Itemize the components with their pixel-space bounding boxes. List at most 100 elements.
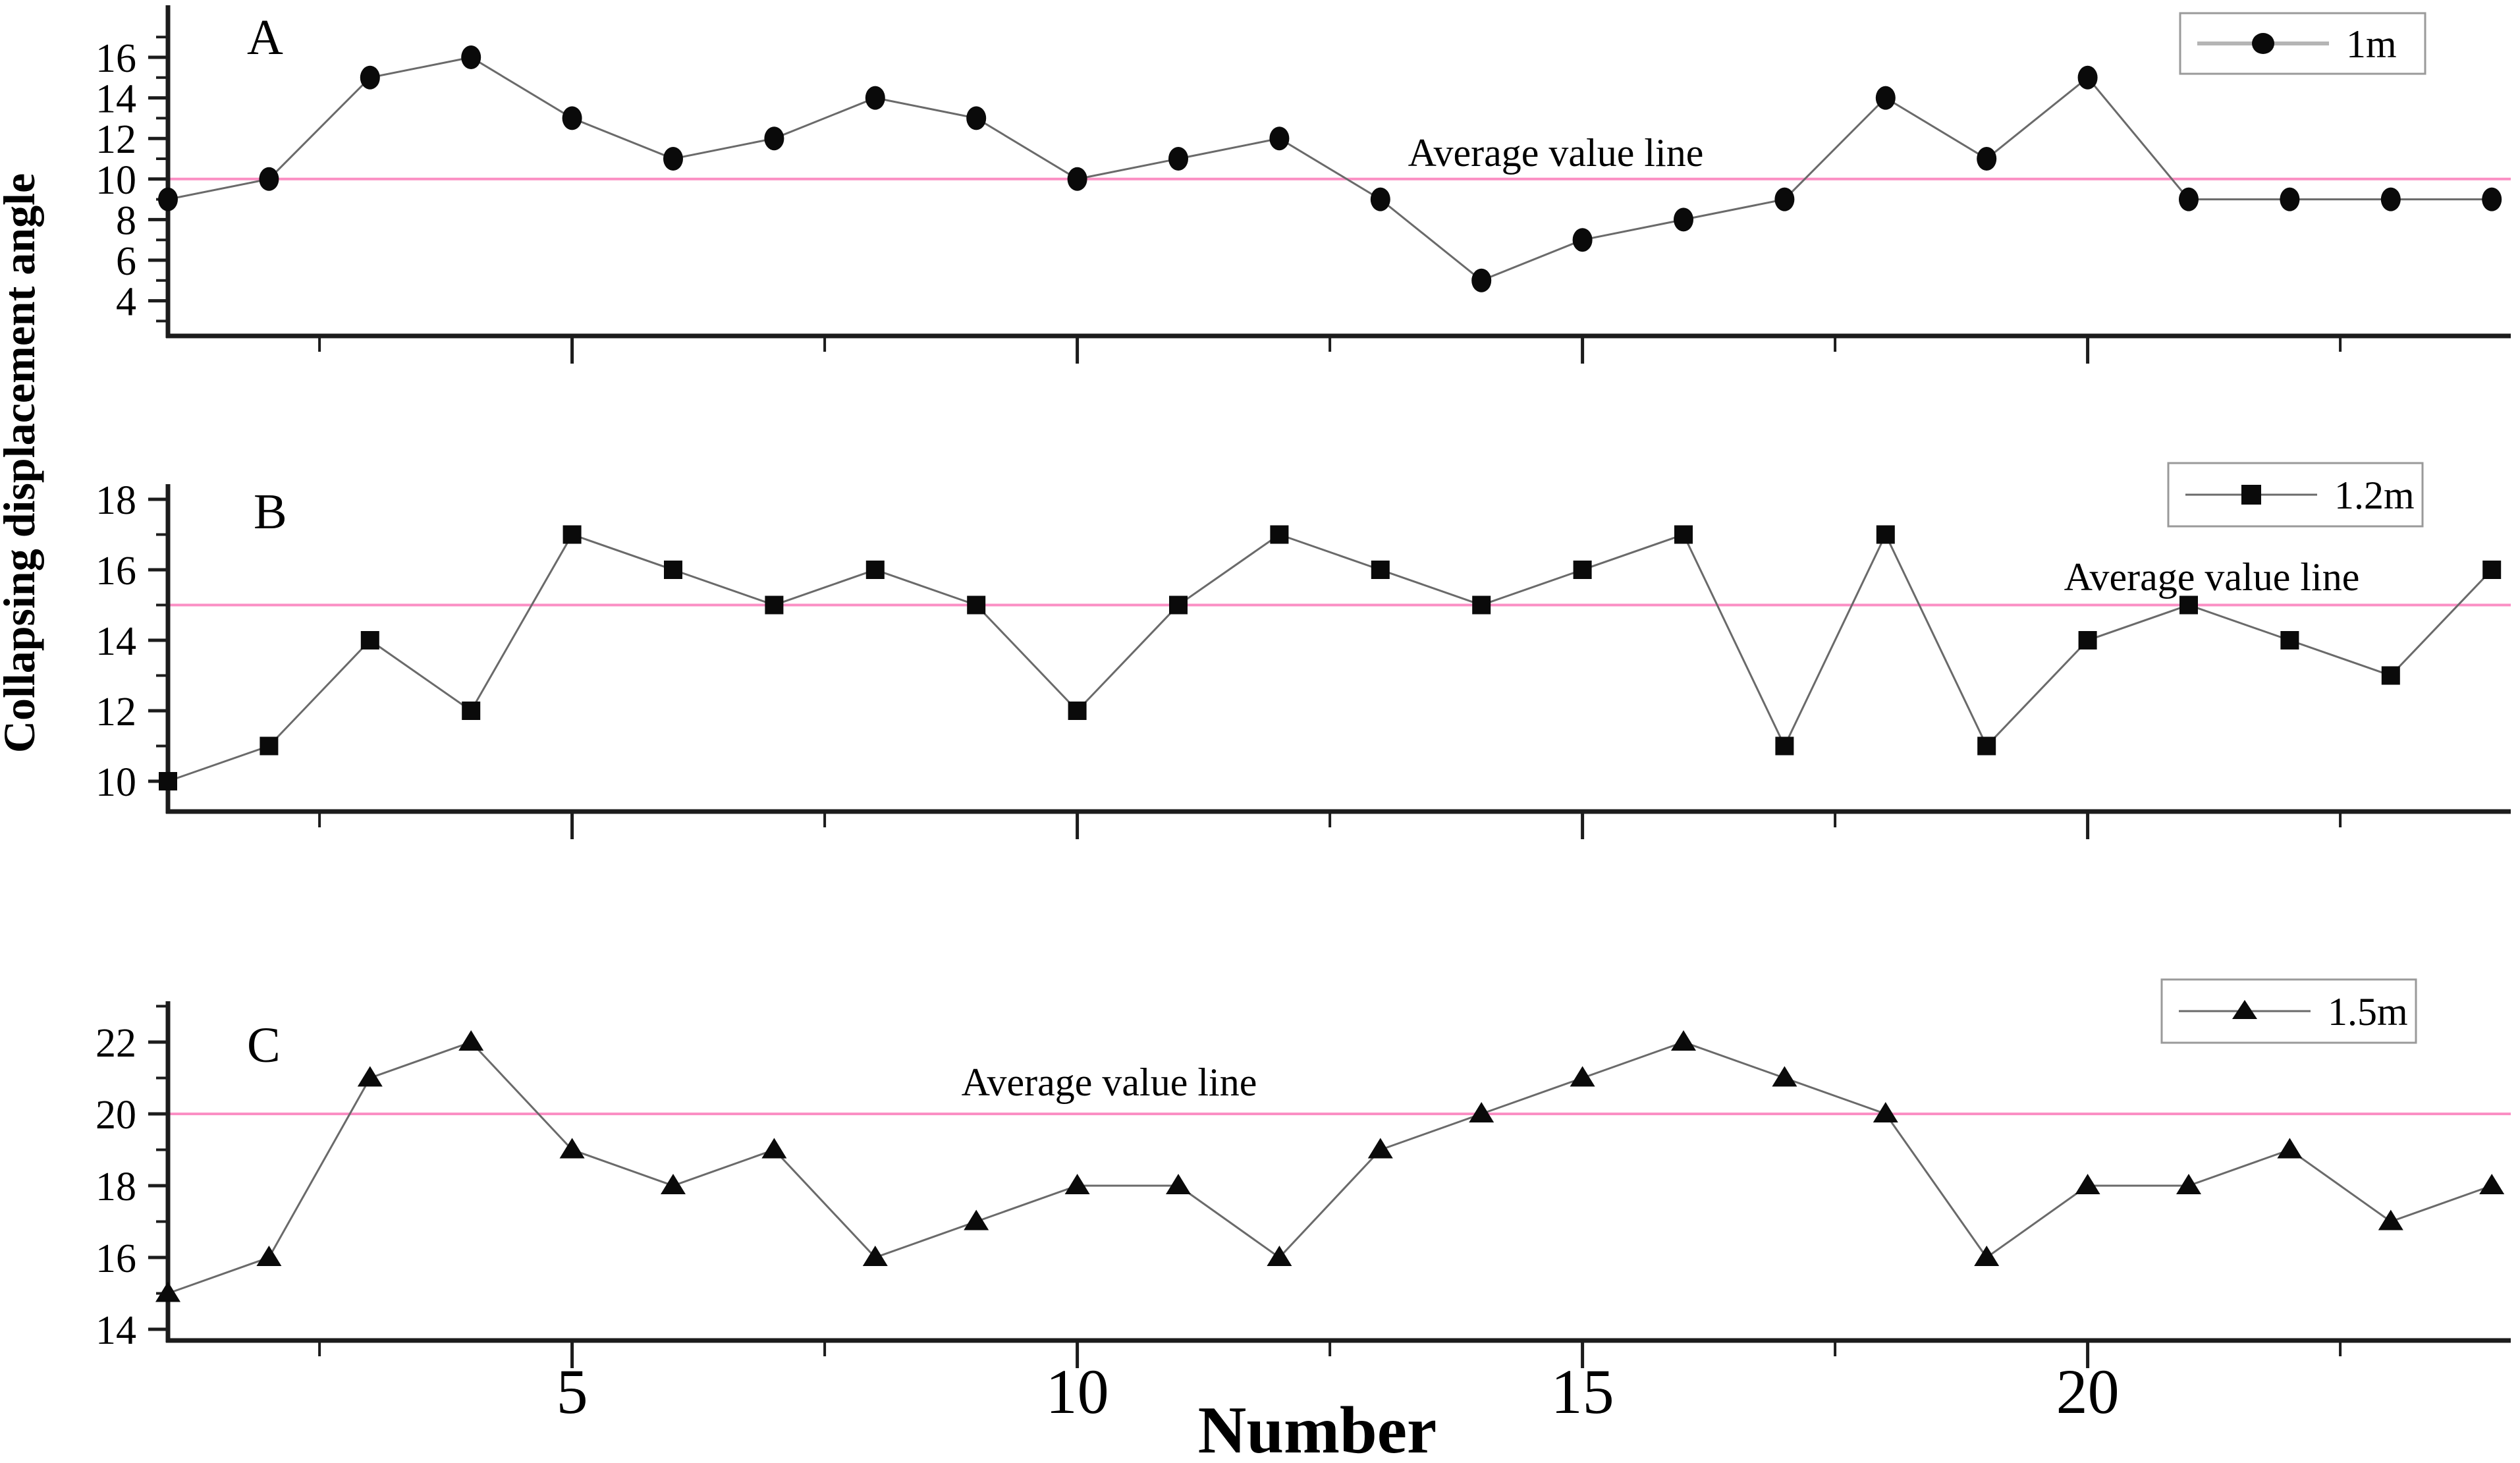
panel-a-series-line bbox=[167, 56, 2492, 282]
panel-c-data-point-marker bbox=[2378, 1209, 2403, 1230]
panel-c-data-point-marker bbox=[2479, 1174, 2505, 1194]
panel-a-y-tick-label: 8 bbox=[116, 198, 136, 243]
panel-a-y-tick-label: 14 bbox=[96, 77, 136, 122]
panel-a-data-point-marker bbox=[1674, 207, 1693, 232]
panel-a-data-point-marker bbox=[2482, 187, 2502, 211]
panel-a-annotation-average-value-line: Average value line bbox=[1408, 131, 1704, 175]
panel-a-data-point-marker bbox=[1977, 147, 1997, 171]
panel-c-data-point-marker bbox=[1772, 1066, 1797, 1087]
panel-c-series-line bbox=[167, 1041, 2492, 1294]
panel-b-data-point-marker bbox=[562, 525, 582, 544]
panel-b-label: B bbox=[254, 484, 287, 539]
panel-a-y-tick-label: 6 bbox=[116, 239, 136, 284]
panel-c-data-point-marker bbox=[1064, 1174, 1090, 1194]
panel-c-data-point-marker bbox=[862, 1246, 888, 1266]
panel-b-data-point-marker bbox=[1573, 561, 1592, 579]
panel-a-data-point-marker bbox=[259, 167, 279, 191]
panel-a-y-tick-label: 10 bbox=[96, 158, 136, 203]
panel-b-data-point-marker bbox=[360, 631, 379, 649]
panel-c-data-point-marker bbox=[1469, 1102, 1494, 1122]
panel-c-data-point-marker bbox=[661, 1174, 686, 1194]
panel-a-data-point-marker bbox=[562, 106, 582, 130]
panel-a-data-point-marker bbox=[1269, 126, 1290, 151]
panel-a-data-point-marker bbox=[1572, 228, 1593, 252]
panel-a-y-tick-label: 4 bbox=[116, 280, 136, 325]
panel-b-y-tick-label: 16 bbox=[96, 549, 136, 593]
x-tick-label: 20 bbox=[2056, 1356, 2120, 1427]
panel-c-data-point-marker bbox=[256, 1246, 282, 1266]
panel-b-y-tick-label: 12 bbox=[96, 690, 136, 734]
panel-a-data-point-marker bbox=[1067, 167, 1087, 191]
panel-b-y-tick-label: 10 bbox=[96, 760, 136, 805]
panel-c-data-point-marker bbox=[2176, 1174, 2201, 1194]
panel-c-legend-label: 1.5m bbox=[2328, 990, 2408, 1034]
panel-a-data-point-marker bbox=[2179, 187, 2199, 211]
panel-b-legend-label: 1.2m bbox=[2334, 474, 2415, 517]
x-axis-title: Number bbox=[1198, 1393, 1437, 1463]
panel-c-y-tick-label: 22 bbox=[96, 1021, 136, 1066]
panel-a-label: A bbox=[247, 10, 283, 65]
panel-c-data-point-marker bbox=[964, 1209, 989, 1230]
panel-a-data-point-marker bbox=[663, 147, 683, 171]
panel-b-data-point-marker bbox=[2482, 561, 2502, 579]
panel-b-data-point-marker bbox=[1472, 595, 1491, 615]
panel-c-data-point-marker bbox=[1570, 1066, 1595, 1087]
panel-c-data-point-marker bbox=[458, 1030, 484, 1051]
panel-a-data-point-marker bbox=[2380, 187, 2401, 211]
panel-c-y-tick-label: 20 bbox=[96, 1093, 136, 1138]
panel-b-data-point-marker bbox=[260, 736, 279, 756]
panel-a-data-point-marker bbox=[461, 45, 481, 69]
panel-c-data-point-marker bbox=[761, 1138, 787, 1159]
panel-b-legend-marker bbox=[2241, 485, 2261, 505]
x-tick-label: 15 bbox=[1551, 1356, 1614, 1427]
panel-b-y-tick-label: 14 bbox=[96, 619, 136, 664]
panel-a-data-point-marker bbox=[1471, 268, 1492, 292]
panel-c-data-point-marker bbox=[155, 1281, 180, 1302]
y-axis-title: Collapsing displacement angle bbox=[0, 173, 44, 753]
panel-b-data-point-marker bbox=[967, 595, 986, 615]
panel-b-data-point-marker bbox=[1876, 525, 1895, 544]
panel-b-data-point-marker bbox=[1371, 561, 1390, 579]
panel-b-data-point-marker bbox=[462, 702, 481, 720]
panel-c-y-tick-label: 16 bbox=[96, 1236, 136, 1281]
panel-a-legend-label: 1m bbox=[2346, 22, 2397, 66]
panel-c-data-point-marker bbox=[1166, 1174, 1191, 1194]
panel-b-data-point-marker bbox=[664, 561, 682, 579]
panel-a-data-point-marker bbox=[158, 187, 178, 211]
panel-a-data-point-marker bbox=[865, 86, 885, 110]
panel-c-y-tick-label: 18 bbox=[96, 1165, 136, 1209]
panel-b-data-point-marker bbox=[765, 595, 784, 615]
panel-c-data-point-marker bbox=[559, 1138, 585, 1159]
panel-a-data-point-marker bbox=[1774, 187, 1795, 211]
panel-a-y-tick-label: 16 bbox=[96, 36, 136, 81]
panel-a-data-point-marker bbox=[966, 106, 987, 130]
panel-c-data-point-marker bbox=[1974, 1246, 2000, 1266]
panel-b-data-point-marker bbox=[1270, 525, 1289, 544]
panel-a-data-point-marker bbox=[1370, 187, 1390, 211]
panel-c-data-point-marker bbox=[2277, 1138, 2303, 1159]
panel-b-data-point-marker bbox=[2381, 666, 2400, 685]
panel-a-legend-marker bbox=[2252, 33, 2274, 54]
panel-c-annotation-average-value-line: Average value line bbox=[962, 1061, 1257, 1104]
panel-b-data-point-marker bbox=[2280, 631, 2299, 649]
panel-b-data-point-marker bbox=[159, 772, 177, 790]
panel-a-data-point-marker bbox=[764, 126, 784, 151]
panel-b-data-point-marker bbox=[2078, 631, 2097, 649]
panel-b-annotation-average-value-line: Average value line bbox=[2064, 555, 2360, 599]
panel-a-data-point-marker bbox=[360, 65, 380, 90]
panel-b-data-point-marker bbox=[1068, 702, 1087, 720]
panel-c-y-tick-label: 14 bbox=[96, 1308, 136, 1353]
x-tick-label: 10 bbox=[1046, 1356, 1109, 1427]
panel-a-data-point-marker bbox=[1875, 86, 1896, 110]
panel-b-data-point-marker bbox=[1977, 736, 1996, 756]
panel-b-data-point-marker bbox=[1775, 736, 1794, 756]
panel-b-data-point-marker bbox=[865, 561, 885, 579]
x-tick-label: 5 bbox=[557, 1356, 588, 1427]
panel-a-data-point-marker bbox=[1168, 147, 1188, 171]
panel-c-legend-marker bbox=[2232, 1000, 2257, 1019]
panel-a-data-point-marker bbox=[2077, 65, 2098, 90]
panel-c-data-point-marker bbox=[1367, 1138, 1393, 1159]
panel-b-y-tick-label: 18 bbox=[96, 478, 136, 523]
